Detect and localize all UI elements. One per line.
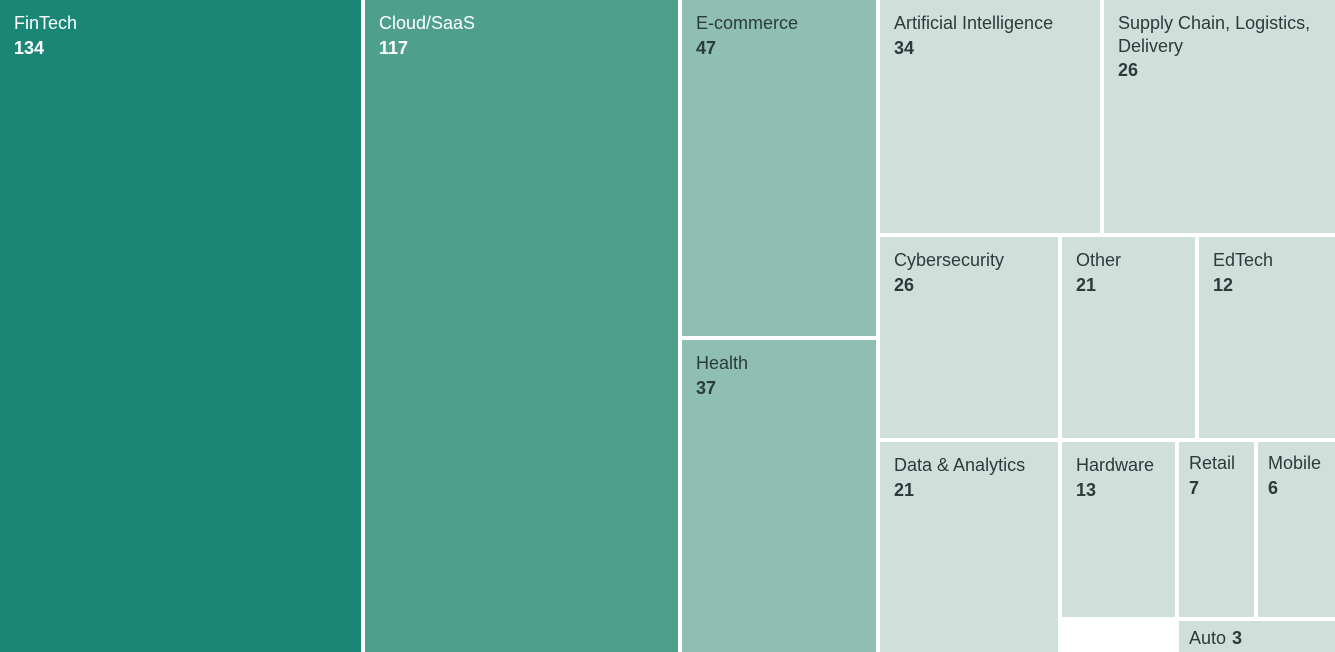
cell-value: 21 bbox=[894, 479, 1044, 502]
cell-label: Health bbox=[696, 352, 862, 375]
cell-cybersecurity: Cybersecurity26 bbox=[880, 237, 1058, 438]
cell-value: 117 bbox=[379, 37, 664, 60]
cell-value: 47 bbox=[696, 37, 862, 60]
cell-value: 13 bbox=[1076, 479, 1161, 502]
cell-label: Mobile bbox=[1268, 452, 1325, 475]
treemap: FinTech134Cloud/SaaS117E-commerce47Healt… bbox=[0, 0, 1335, 652]
cell-label: EdTech bbox=[1213, 249, 1321, 272]
cell-label: Auto bbox=[1189, 628, 1226, 648]
cell-cloud-saas: Cloud/SaaS117 bbox=[365, 0, 678, 652]
cell-supply-chain: Supply Chain, Logistics, Delivery26 bbox=[1104, 0, 1335, 233]
cell-auto: Auto 3 bbox=[1179, 621, 1335, 652]
cell-label: Other bbox=[1076, 249, 1181, 272]
cell-retail: Retail7 bbox=[1179, 442, 1254, 617]
cell-data-analytics: Data & Analytics21 bbox=[880, 442, 1058, 652]
cell-edtech: EdTech12 bbox=[1199, 237, 1335, 438]
cell-value: 37 bbox=[696, 377, 862, 400]
cell-label: Retail bbox=[1189, 452, 1244, 475]
cell-value: 21 bbox=[1076, 274, 1181, 297]
cell-fintech: FinTech134 bbox=[0, 0, 361, 652]
cell-value: 34 bbox=[894, 37, 1086, 60]
cell-mobile: Mobile6 bbox=[1258, 442, 1335, 617]
cell-label: Artificial Intelligence bbox=[894, 12, 1086, 35]
cell-label: Hardware bbox=[1076, 454, 1161, 477]
cell-value: 12 bbox=[1213, 274, 1321, 297]
cell-label: Supply Chain, Logistics, Delivery bbox=[1118, 12, 1321, 57]
cell-value: 3 bbox=[1232, 628, 1242, 648]
cell-label: Data & Analytics bbox=[894, 454, 1044, 477]
cell-label: FinTech bbox=[14, 12, 347, 35]
cell-other: Other21 bbox=[1062, 237, 1195, 438]
cell-value: 6 bbox=[1268, 477, 1325, 500]
cell-value: 26 bbox=[894, 274, 1044, 297]
cell-label: Cloud/SaaS bbox=[379, 12, 664, 35]
cell-value: 7 bbox=[1189, 477, 1244, 500]
cell-ecommerce: E-commerce47 bbox=[682, 0, 876, 336]
cell-hardware: Hardware13 bbox=[1062, 442, 1175, 617]
cell-ai: Artificial Intelligence34 bbox=[880, 0, 1100, 233]
cell-label: E-commerce bbox=[696, 12, 862, 35]
cell-value: 134 bbox=[14, 37, 347, 60]
cell-health: Health37 bbox=[682, 340, 876, 652]
cell-label: Cybersecurity bbox=[894, 249, 1044, 272]
cell-value: 26 bbox=[1118, 59, 1321, 82]
